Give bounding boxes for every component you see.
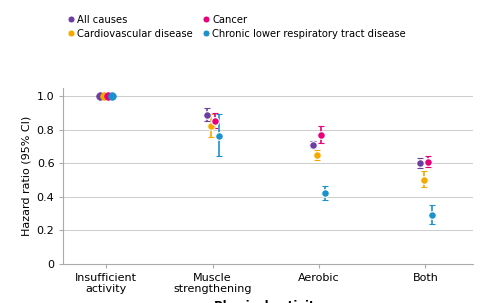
Legend: All causes, Cardiovascular disease, Cancer, Chronic lower respiratory tract dise: All causes, Cardiovascular disease, Canc… [68,15,406,39]
Y-axis label: Hazard ratio (95% CI): Hazard ratio (95% CI) [21,116,31,236]
X-axis label: Physical activity: Physical activity [214,300,323,303]
